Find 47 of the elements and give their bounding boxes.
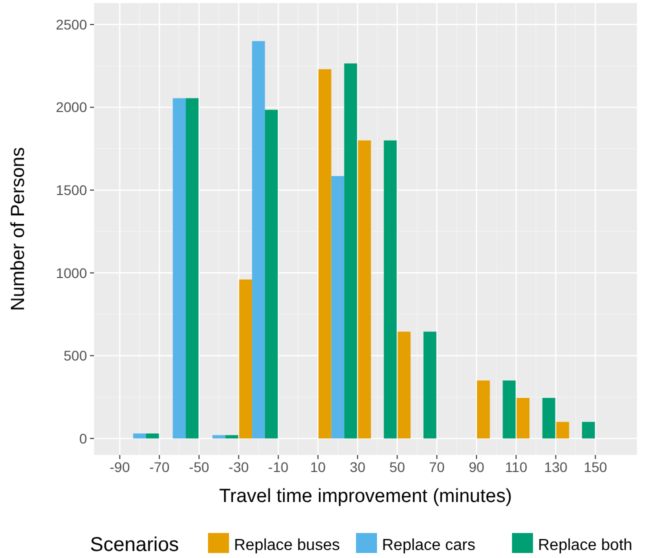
x-tick-label: -10 — [268, 459, 289, 475]
bar — [423, 332, 436, 438]
x-tick-label: 90 — [468, 459, 484, 475]
legend-label: Replace buses — [234, 537, 340, 554]
bar — [344, 63, 358, 438]
bar — [252, 41, 265, 438]
bar — [331, 176, 344, 438]
x-tick-label: -90 — [110, 459, 130, 475]
bar — [239, 280, 252, 438]
bar — [146, 433, 159, 438]
y-tick-label: 2500 — [56, 16, 88, 32]
bar — [133, 433, 146, 438]
legend-label: Replace both — [538, 537, 632, 554]
y-axis-title: Number of Persons — [8, 147, 29, 311]
bar — [264, 110, 278, 438]
bar — [358, 140, 371, 438]
x-axis-title: Travel time improvement (minutes) — [219, 486, 512, 507]
y-tick-label: 1000 — [56, 264, 88, 281]
bar — [186, 98, 199, 438]
y-tick-label: 0 — [79, 430, 88, 446]
y-tick-label: 1500 — [56, 182, 88, 198]
bar — [502, 380, 516, 438]
bar — [516, 398, 530, 438]
x-tick-label: 110 — [504, 459, 528, 475]
y-tick-label: 2000 — [56, 99, 88, 116]
x-tick-label: 70 — [429, 459, 445, 475]
bar — [212, 435, 226, 438]
x-tick-label: -30 — [228, 459, 249, 475]
bar — [542, 398, 556, 438]
x-tick-label: 50 — [389, 459, 406, 475]
bar — [225, 435, 238, 438]
bar — [398, 332, 411, 438]
x-tick-label: 30 — [350, 459, 366, 475]
x-tick-label: -50 — [188, 459, 210, 475]
bar — [476, 380, 490, 438]
bar — [556, 422, 570, 438]
x-tick-label: -70 — [149, 459, 170, 475]
x-tick-label: 10 — [310, 459, 326, 475]
bar — [582, 422, 595, 438]
x-tick-label: 150 — [584, 459, 608, 475]
y-tick-label: 500 — [64, 348, 88, 364]
legend-title: Scenarios — [90, 534, 179, 556]
x-tick-label: 130 — [544, 459, 568, 475]
bar — [318, 69, 332, 438]
legend-label: Replace cars — [382, 537, 476, 554]
bar — [172, 98, 186, 438]
bar — [384, 140, 397, 438]
